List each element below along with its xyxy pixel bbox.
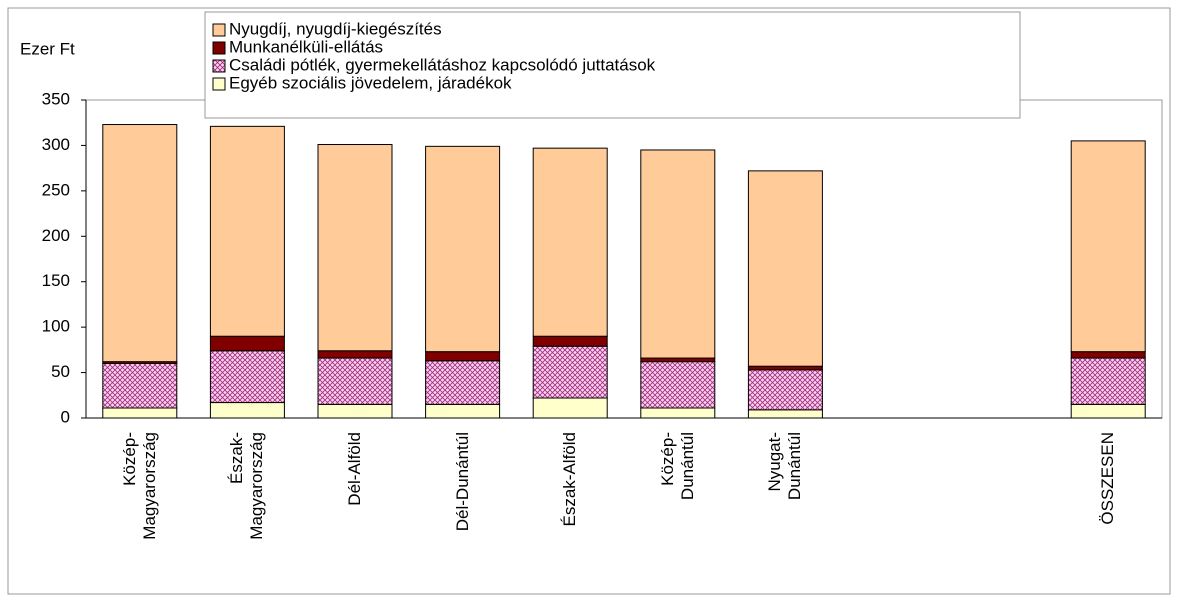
bar-segment xyxy=(425,351,501,362)
bar-segment xyxy=(640,149,716,359)
bar-segment xyxy=(317,357,393,405)
bar-segment xyxy=(640,357,716,363)
y-axis-label: Ezer Ft xyxy=(20,39,75,58)
bar-segment xyxy=(747,409,823,419)
bar-segment xyxy=(1070,357,1146,405)
bar-segment xyxy=(102,124,178,363)
bar-segment xyxy=(640,407,716,419)
bar-segment xyxy=(209,335,285,352)
bar-segment xyxy=(317,350,393,359)
legend-label: Egyéb szociális jövedelem, járadékok xyxy=(229,73,512,92)
legend-label: Munkanélküli-ellátás xyxy=(229,37,383,56)
bar-segment xyxy=(425,145,501,353)
x-tick-label: Észak- Magyarország xyxy=(227,432,267,540)
bar-segment xyxy=(209,350,285,404)
y-tick-label: 0 xyxy=(61,407,70,426)
x-tick-label: ÖSSZESEN xyxy=(1098,432,1118,525)
x-tick-label: Dél-Dunántúl xyxy=(452,432,472,532)
legend-box xyxy=(204,11,1021,119)
x-tick-label: Dél-Alföld xyxy=(345,432,364,506)
y-tick-label: 50 xyxy=(51,362,70,381)
legend-swatch xyxy=(212,77,226,91)
bar-segment xyxy=(1070,403,1146,419)
bar-segment xyxy=(532,335,608,347)
x-tick-label: Észak-Alföld xyxy=(560,432,580,527)
bar-segment xyxy=(317,403,393,419)
bar-segment xyxy=(640,361,716,409)
bar-segment xyxy=(425,403,501,419)
bar-segment xyxy=(532,345,608,399)
bar-segment xyxy=(747,365,823,371)
bar-segment xyxy=(209,402,285,419)
legend-label: Nyugdíj, nyugdíj-kiegészítés xyxy=(229,19,442,38)
bar-segment xyxy=(425,360,501,405)
y-tick-label: 300 xyxy=(42,135,70,154)
legend-swatch xyxy=(212,59,226,73)
legend-swatch xyxy=(212,41,226,55)
y-tick-label: 100 xyxy=(42,317,70,336)
bar-segment xyxy=(747,369,823,411)
bar-segment xyxy=(532,147,608,337)
bar-segment xyxy=(532,397,608,419)
bar-segment xyxy=(1070,351,1146,359)
bar-segment xyxy=(102,362,178,409)
x-tick-label: Nyugat- Dunántúl xyxy=(765,432,805,501)
y-tick-label: 150 xyxy=(42,271,70,290)
x-tick-label: Közép- Magyarország xyxy=(119,432,159,540)
y-tick-label: 200 xyxy=(42,226,70,245)
bar-segment xyxy=(102,407,178,419)
chart-border xyxy=(7,7,1171,595)
y-tick-label: 250 xyxy=(42,180,70,199)
y-tick-label: 350 xyxy=(42,89,70,108)
bar-segment xyxy=(1070,140,1146,353)
x-tick-label: Közép- Dunántúl xyxy=(657,432,697,501)
legend-swatch xyxy=(212,23,226,37)
legend-label: Családi pótlék, gyermekellátáshoz kapcso… xyxy=(229,55,656,74)
bar-segment xyxy=(209,125,285,337)
bar-segment xyxy=(747,170,823,367)
bar-segment xyxy=(317,144,393,352)
